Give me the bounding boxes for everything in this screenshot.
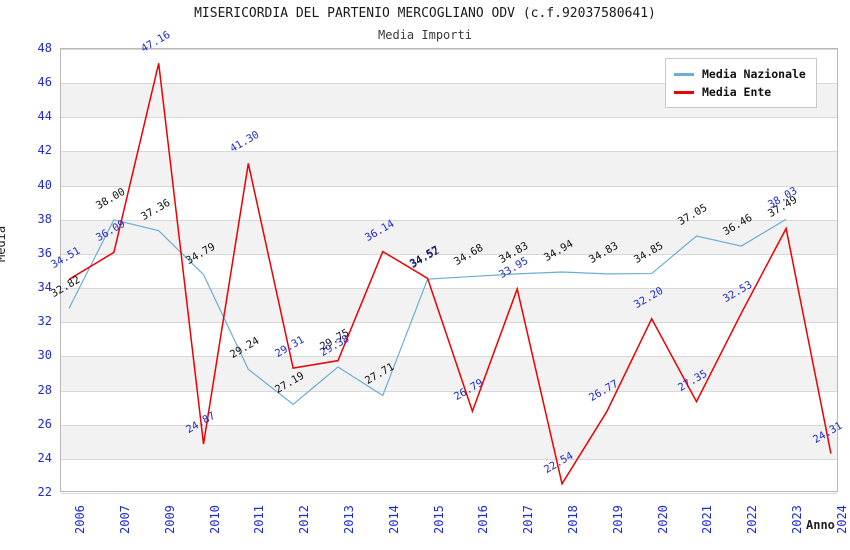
gridline: [61, 288, 837, 290]
x-axis-tick-label: 2006: [73, 505, 88, 534]
series-lines: [68, 63, 832, 486]
x-axis-tick-label: 2024: [834, 505, 849, 534]
plot-band: [61, 356, 837, 391]
y-axis-tick-label: 30: [37, 348, 52, 363]
x-axis-tick-label: 2022: [745, 505, 760, 534]
x-axis-tick-label: 2020: [655, 505, 670, 534]
series-line-media-ente: [68, 63, 832, 486]
x-axis-tick-label: 2016: [476, 505, 491, 534]
plot-band: [61, 424, 837, 459]
y-axis-tick-label: 44: [37, 109, 52, 124]
x-axis-tick-label: 2017: [521, 505, 536, 534]
x-axis-tick-label: 2021: [700, 505, 715, 534]
y-axis-tick-label: 24: [37, 450, 52, 465]
x-axis-tick-label: 2009: [162, 505, 177, 534]
x-axis-tick-label: 2007: [117, 505, 132, 534]
legend-label: Media Ente: [702, 85, 772, 99]
y-axis-tick-label: 38: [37, 211, 52, 226]
gridline: [61, 117, 837, 119]
gridline: [61, 390, 837, 392]
gridline: [61, 49, 837, 50]
x-axis-tick-label: 2018: [566, 505, 581, 534]
gridline: [61, 253, 837, 255]
gridline: [61, 356, 837, 358]
gridline: [61, 493, 837, 494]
legend-item-media-nazionale[interactable]: Media Nazionale: [674, 65, 806, 83]
y-axis-tick-label: 26: [37, 416, 52, 431]
chart-subtitle: Media Importi: [378, 28, 472, 42]
gridline: [61, 151, 837, 153]
x-axis-tick-label: 2023: [790, 505, 805, 534]
x-axis-tick-label: 2010: [207, 505, 222, 534]
y-axis-tick-label: 48: [37, 41, 52, 55]
chart-legend: Media Nazionale Media Ente: [665, 58, 817, 108]
x-axis-tick-label: 2014: [386, 505, 401, 534]
y-axis-tick-label: 42: [37, 143, 52, 158]
y-axis-tick-label: 46: [37, 75, 52, 90]
gridline: [61, 83, 837, 85]
plot-area: 32.82 38.00 37.36 34.79 29.24 27.19 29.38 27.71…: [49, 29, 844, 494]
x-axis-tick-label: 2012: [297, 505, 312, 534]
y-axis-tick-label: 34: [37, 280, 52, 295]
y-axis-tick-label: 40: [37, 177, 52, 192]
x-axis-label: Anno: [806, 518, 835, 532]
legend-swatch-icon: [674, 90, 694, 94]
gridline: [61, 322, 837, 324]
gridline: [61, 458, 837, 460]
plot-band: [61, 219, 837, 254]
x-axis-tick-label: 2019: [610, 505, 625, 534]
gridline: [61, 424, 837, 426]
legend-item-media-ente[interactable]: Media Ente: [674, 83, 806, 101]
page-title: MISERICORDIA DEL PARTENIO MERCOGLIANO OD…: [194, 6, 656, 21]
legend-swatch-icon: [674, 72, 694, 76]
gridline: [61, 185, 837, 187]
x-axis-tick-label: 2015: [431, 505, 446, 534]
x-axis-tick-label: 2013: [341, 505, 356, 534]
plot-band: [61, 288, 837, 323]
plot-band: [61, 151, 837, 186]
gridline: [61, 219, 837, 221]
y-axis-tick-label: 28: [37, 382, 52, 397]
x-axis-tick-label: 2011: [252, 505, 267, 534]
legend-label: Media Nazionale: [702, 67, 806, 81]
y-axis-tick-label: 36: [37, 245, 52, 260]
y-axis-tick-label: 22: [37, 485, 52, 499]
y-axis-tick-label: 32: [37, 314, 52, 329]
y-axis-label: Media: [0, 225, 8, 262]
